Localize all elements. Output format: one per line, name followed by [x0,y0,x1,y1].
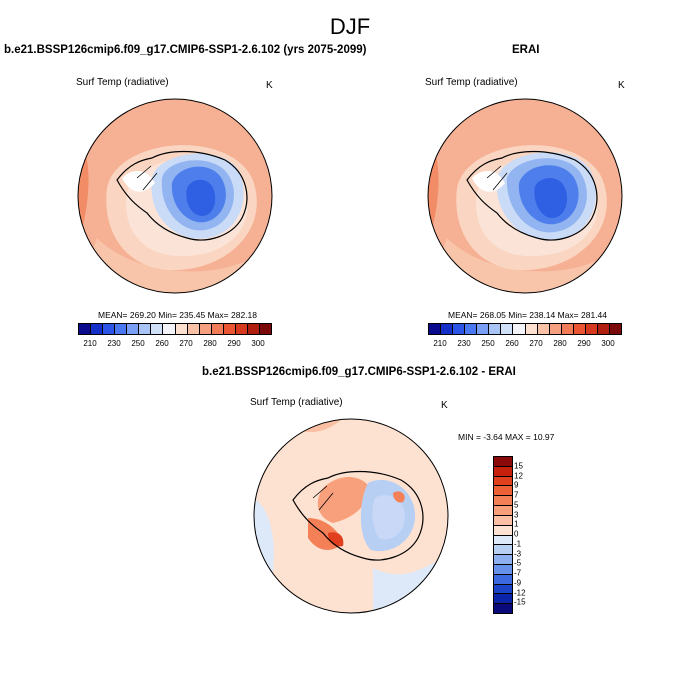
colorbar-tick-label: 12 [514,471,523,480]
colorbar-tick-label: -3 [514,549,522,558]
colorbar-tick-label: 250 [131,339,145,348]
diff-colorbar [493,456,513,614]
figure-title: DJF [329,14,371,39]
colorbar-swatch [549,324,562,334]
colorbar-tick-label: 210 [433,339,447,348]
colorbar-swatch [494,545,512,556]
colorbar-tick-label: 230 [457,339,471,348]
colorbar-swatch [537,324,550,334]
colorbar-swatch [585,324,598,334]
colorbar-swatch [561,324,574,334]
colorbar-swatch [494,457,512,467]
colorbar-swatch [477,324,490,334]
colorbar-tick-label: 300 [601,339,615,348]
diff-stats: MIN = -3.64 MAX = 10.97 [458,432,555,442]
right-units-label: K [618,80,625,91]
colorbar-swatch [609,324,621,334]
colorbar-swatch [513,324,526,334]
diff-variable-label: Surf Temp (radiative) [250,397,343,408]
colorbar-tick-label: 280 [203,339,217,348]
colorbar-swatch [494,525,512,536]
colorbar-tick-label: 7 [514,490,519,500]
colorbar-tick-label: 290 [577,339,591,348]
colorbar-swatch [247,324,260,334]
colorbar-swatch [187,324,200,334]
colorbar-tick-label: 290 [227,339,241,348]
colorbar-swatch [453,324,466,334]
colorbar-swatch [211,324,224,334]
colorbar-swatch [494,535,512,546]
colorbar-swatch [163,324,176,334]
colorbar-swatch [441,324,454,334]
colorbar-swatch [494,496,512,507]
colorbar-swatch [489,324,502,334]
colorbar-swatch [494,515,512,526]
diff-colorbar-ticks: 15 12 9 7 5 3 1 0 -1 -3 -5 -7 -9 -12 -15 [514,456,544,612]
colorbar-swatch [494,506,512,516]
colorbar-swatch [494,466,512,477]
colorbar-swatch [465,324,478,334]
colorbar-tick-label: 15 [514,461,523,471]
left-panel-title: b.e21.BSSP126cmip6.f09_g17.CMIP6-SSP1-2.… [4,44,367,56]
colorbar-tick-label: -9 [514,578,522,588]
colorbar-tick-label: 300 [251,339,265,348]
left-stats: MEAN= 269.20 Min= 235.45 Max= 282.18 [98,310,258,320]
colorbar-swatch [127,324,140,334]
colorbar-tick-label: 210 [83,339,97,348]
colorbar-swatch [139,324,152,334]
colorbar-tick-label: -1 [514,539,522,549]
colorbar-swatch [223,324,236,334]
diff-polar-map [253,418,449,614]
colorbar-swatch [494,555,512,565]
colorbar-swatch [79,324,92,334]
colorbar-swatch [175,324,188,334]
colorbar-swatch [494,476,512,487]
left-variable-label: Surf Temp (radiative) [76,77,169,88]
colorbar-swatch [597,324,610,334]
colorbar-tick-label: 280 [553,339,567,348]
colorbar-swatch [199,324,212,334]
colorbar-swatch [494,564,512,575]
colorbar-tick-label: -12 [514,588,526,597]
colorbar-tick-label: 9 [514,480,519,490]
left-colorbar [78,323,272,335]
colorbar-tick-label: 260 [155,339,169,348]
colorbar-swatch [151,324,164,334]
colorbar-swatch [103,324,116,334]
colorbar-tick-label: -5 [514,558,522,568]
colorbar-swatch [494,604,512,613]
diff-units-label: K [441,400,448,411]
colorbar-tick-label: 260 [505,339,519,348]
colorbar-swatch [235,324,248,334]
colorbar-swatch [259,324,271,334]
colorbar-tick-label: 250 [481,339,495,348]
colorbar-swatch [494,486,512,497]
colorbar-tick-label: 1 [514,519,519,529]
colorbar-swatch [115,324,128,334]
colorbar-swatch [573,324,586,334]
right-stats: MEAN= 268.05 Min= 238.14 Max= 281.44 [448,310,608,320]
colorbar-swatch [494,584,512,595]
colorbar-tick-label: -15 [514,597,526,607]
colorbar-tick-label: 270 [529,339,543,348]
colorbar-tick-label: -7 [514,568,522,578]
colorbar-swatch [525,324,538,334]
right-variable-label: Surf Temp (radiative) [425,77,518,88]
colorbar-swatch [501,324,514,334]
colorbar-tick-label: 5 [514,500,519,510]
colorbar-tick-label: 230 [107,339,121,348]
right-polar-map [427,98,623,294]
left-units-label: K [266,80,273,91]
colorbar-swatch [429,324,442,334]
right-colorbar [428,323,622,335]
colorbar-swatch [494,574,512,585]
colorbar-tick-label: 270 [179,339,193,348]
right-panel-title: ERAI [512,44,540,56]
colorbar-swatch [91,324,104,334]
left-polar-map [77,98,273,294]
colorbar-tick-label: 0 [514,529,519,539]
colorbar-swatch [494,594,512,605]
colorbar-tick-label: 3 [514,510,519,519]
diff-panel-title: b.e21.BSSP126cmip6.f09_g17.CMIP6-SSP1-2.… [202,366,516,378]
